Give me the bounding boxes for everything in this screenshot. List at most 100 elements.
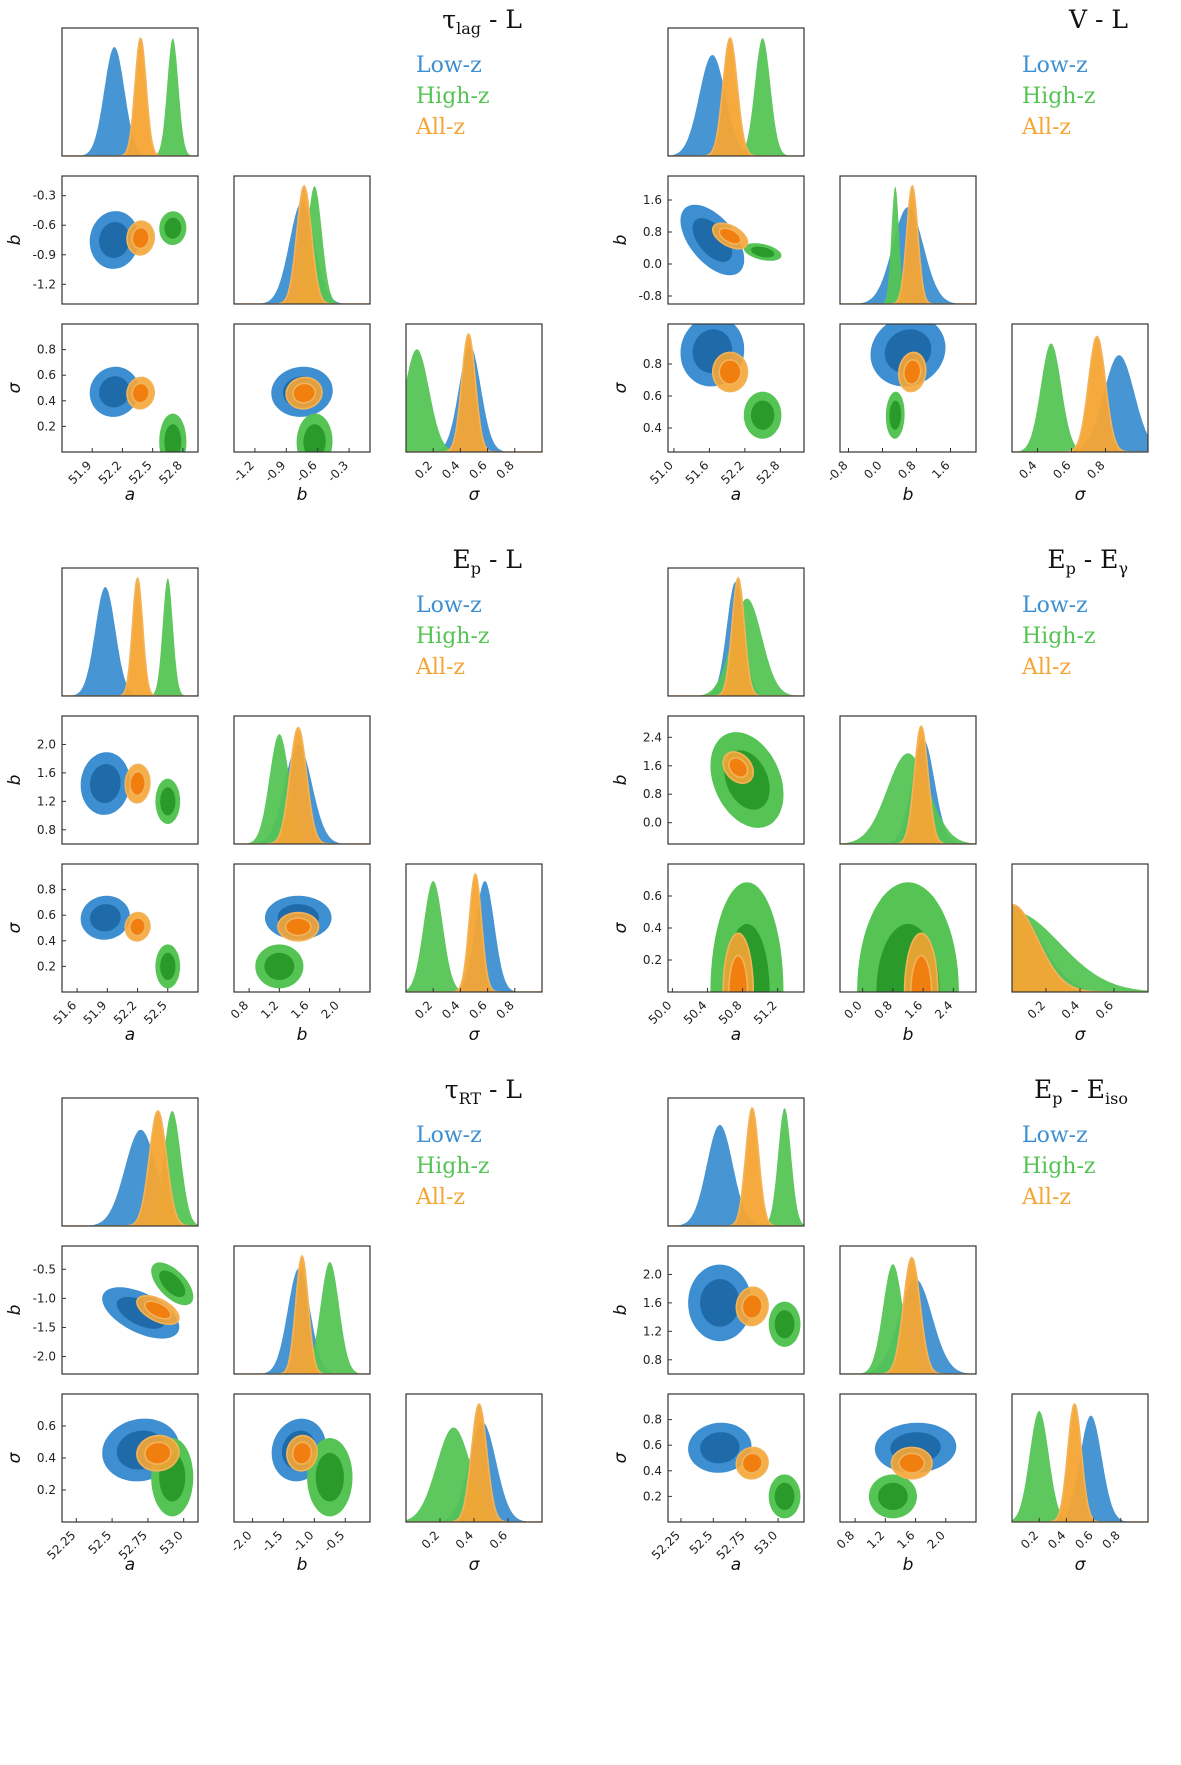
contour-outline-all-z [722, 932, 754, 992]
x-tick-label: 2.0 [924, 1528, 947, 1551]
y-axis-label: b [5, 775, 25, 786]
y-tick-label: 0.8 [37, 883, 56, 897]
x-tick-label: 51.9 [66, 458, 95, 487]
panel-frame [233, 715, 371, 845]
marginal-outline-all-z [234, 726, 370, 844]
panel-frame [61, 715, 199, 845]
x-tick-label: 0.2 [1025, 998, 1048, 1021]
x-tick-label: 0.6 [1072, 1528, 1095, 1551]
panel-b-b [233, 175, 371, 305]
marginal-all-z [668, 38, 804, 156]
marginal-high-z [234, 734, 370, 844]
panel-b-b [839, 175, 977, 305]
x-tick-label: -1.2 [231, 458, 257, 484]
y-axis-label: σ [611, 381, 631, 393]
x-tick-label: 1.2 [864, 1528, 887, 1551]
x-axis-label: a [125, 1555, 135, 1575]
marginal-high-z [406, 349, 542, 452]
x-axis-label: b [297, 1025, 308, 1045]
legend-entry-low: Low-z [1022, 593, 1088, 618]
x-tick-label: 0.2 [419, 1528, 442, 1551]
y-tick-label: -1.2 [33, 277, 56, 291]
marginal-low-z [668, 1124, 804, 1226]
contour-outline-all-z [910, 954, 933, 992]
corner-plot-1: τlag - LLow-zHigh-zAll-z-1.2-0.9-0.6-0.3… [5, 5, 543, 505]
marginal-high-z [668, 1108, 804, 1226]
marginal-low-z [62, 587, 198, 696]
marginal-all-z [840, 1257, 976, 1374]
x-tick-label: 52.2 [718, 458, 747, 487]
x-tick-label: -0.6 [293, 458, 319, 484]
x-tick-label: 52.2 [96, 458, 125, 487]
panel-frame [839, 863, 977, 993]
x-axis-label: σ [1075, 485, 1087, 505]
x-tick-label: 0.6 [1093, 998, 1116, 1021]
y-tick-label: 1.6 [37, 766, 56, 780]
x-axis-label: a [731, 1025, 741, 1045]
legend-entry-high: High-z [416, 624, 490, 649]
y-axis-label: b [611, 235, 631, 246]
panel-frame [667, 1245, 805, 1375]
y-tick-label: 1.2 [37, 794, 56, 808]
x-tick-label: 0.4 [439, 458, 462, 481]
x-tick-label: -0.8 [824, 458, 850, 484]
contour-outline-all-z [728, 756, 749, 779]
corner-plot-6: Ep - EisoLow-zHigh-zAll-z0.81.21.62.0b0.… [611, 1075, 1149, 1575]
panel-frame [839, 175, 977, 305]
contour-outline-all-z [285, 376, 323, 410]
x-tick-label: 51.6 [683, 458, 712, 487]
contour-outline-all-z [728, 954, 749, 992]
panel-σ-a: 0.4 0.6 0.8 σ 51.0 51.6 52.2 52.8 a [611, 323, 805, 505]
marginal-outline-all-z [406, 872, 542, 992]
marginal-all-z [234, 727, 370, 844]
marginal-low-z [668, 55, 804, 156]
marginal-all-z [840, 186, 976, 304]
plot-title: Ep - Eiso [1034, 1075, 1128, 1108]
plot-title: τRT - L [445, 1075, 522, 1108]
y-axis-label: σ [5, 381, 25, 393]
legend-entry-high: High-z [1022, 624, 1096, 649]
contour-outline-all-z [277, 911, 320, 942]
x-axis-label: a [731, 1555, 741, 1575]
contour-outline-all-z [291, 1441, 313, 1465]
contour-68-low-z [700, 1279, 740, 1327]
panel-frame [61, 863, 199, 993]
contour-68-high-z [303, 424, 326, 452]
x-axis-label: σ [1075, 1555, 1087, 1575]
y-tick-label: 0.0 [643, 257, 662, 271]
y-tick-label: 0.4 [643, 921, 662, 935]
contour-68-low-z [700, 1432, 740, 1464]
contour-outline-all-z [735, 1286, 769, 1327]
y-axis-label: σ [611, 921, 631, 933]
x-tick-label: -0.5 [321, 1528, 347, 1554]
panel-σ-b: 0.8 1.2 1.6 2.0 b [228, 863, 371, 1045]
x-tick-label: 0.6 [1050, 458, 1073, 481]
marginal-outline-all-z [668, 36, 804, 156]
x-axis-label: σ [469, 485, 481, 505]
corner-plot-5: τRT - LLow-zHigh-zAll-z-2.0-1.5-1.0-0.5b… [5, 1075, 543, 1575]
y-tick-label: 0.0 [643, 816, 662, 830]
legend-entry-low: Low-z [416, 593, 482, 618]
panel-a-a [61, 567, 199, 697]
contour-68-high-z [160, 952, 176, 980]
x-tick-label: 1.2 [258, 998, 281, 1021]
legend: Low-z High-z All-z [415, 593, 490, 680]
contour-outline-all-z [735, 1446, 769, 1480]
contour-68-all-z [899, 1453, 925, 1473]
y-tick-label: 2.0 [37, 737, 56, 751]
legend-entry-all: All-z [1021, 655, 1071, 680]
contour-68-all-z [132, 383, 149, 403]
legend-entry-low: Low-z [1022, 1123, 1088, 1148]
marginal-outline-all-z [840, 184, 976, 304]
panel-b-b [233, 1245, 371, 1375]
x-axis-label: a [125, 485, 135, 505]
panel-frame [839, 715, 977, 845]
legend-entry-all: All-z [415, 115, 465, 140]
panel-frame [61, 1245, 199, 1375]
marginal-high-z [1012, 343, 1148, 452]
marginal-outline-all-z [234, 184, 370, 304]
contour-68-high-z [159, 1270, 186, 1298]
panel-σ-b: 0.8 1.2 1.6 2.0 b [834, 1393, 977, 1575]
